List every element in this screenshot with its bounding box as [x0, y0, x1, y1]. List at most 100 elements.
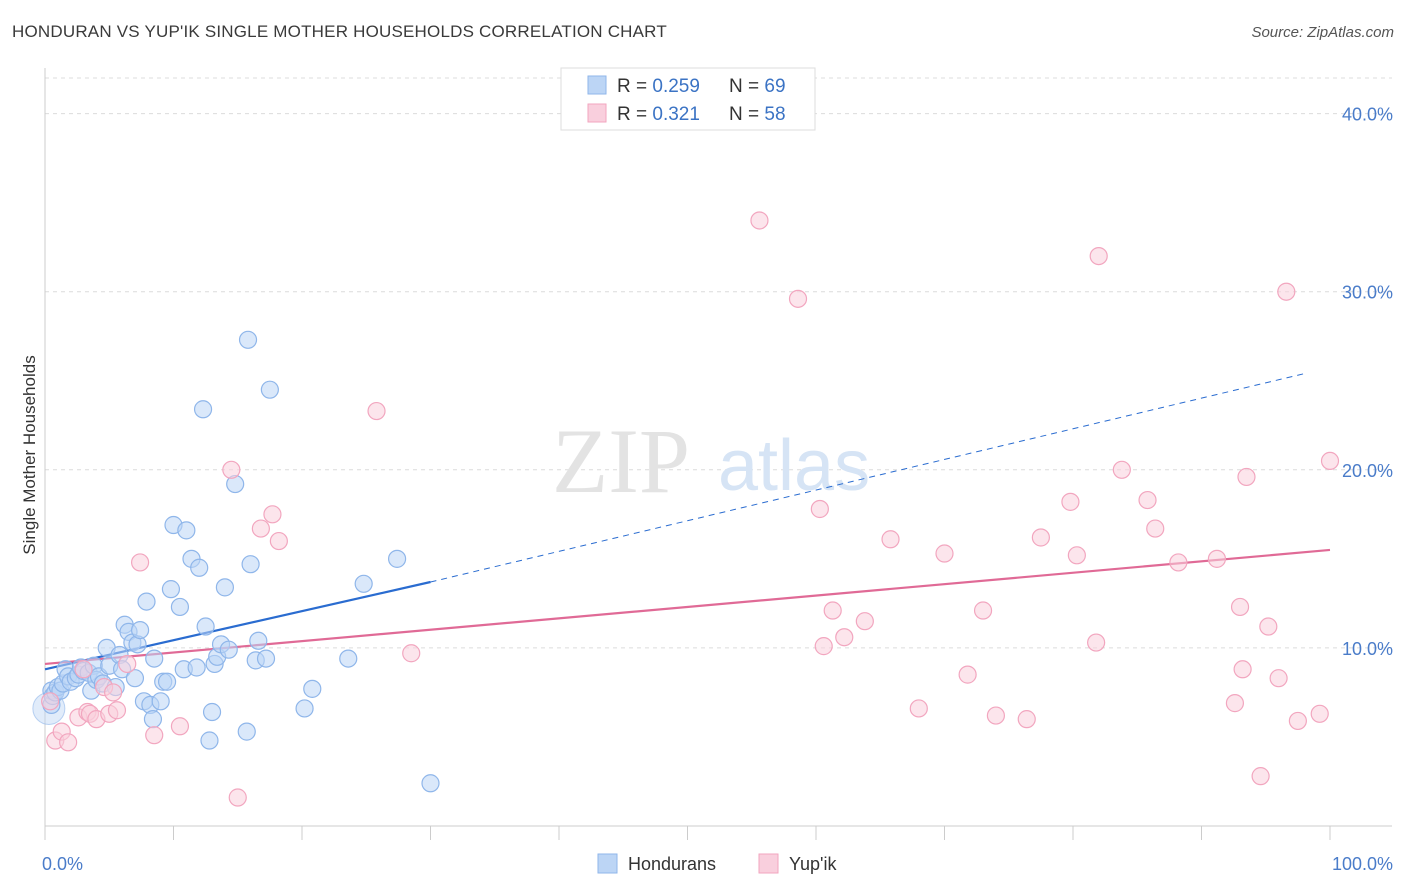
yupik-point-36 — [986, 706, 1006, 725]
yupik-point-13 — [118, 654, 137, 674]
yupik-point-19 — [251, 519, 270, 538]
yupik-point-17 — [222, 460, 241, 479]
yupik-point-47 — [1207, 549, 1227, 568]
hondurans-point-47 — [193, 400, 213, 419]
watermark-atlas: atlas — [718, 426, 870, 506]
hondurans-point-32 — [137, 592, 156, 611]
yupik-point-27 — [814, 637, 833, 656]
bottom-legend-swatch-hondurans — [597, 853, 618, 874]
y-tick-label-1: 20.0% — [1342, 461, 1393, 481]
yupik-point-30 — [855, 612, 874, 631]
yupik-point-58 — [1320, 451, 1340, 471]
yupik-point-46 — [1169, 553, 1188, 572]
yupik-point-11 — [104, 683, 123, 702]
hondurans-point-50 — [202, 702, 222, 722]
yupik-point-39 — [1061, 492, 1080, 511]
hondurans-point-34 — [143, 710, 163, 729]
yupik-point-53 — [1259, 617, 1278, 636]
yupik-point-51 — [1237, 467, 1256, 487]
hondurans-point-39 — [161, 580, 181, 599]
hondurans-point-63 — [260, 380, 279, 399]
hondurans-point-28 — [125, 669, 145, 688]
x-tick-label-0: 0.0% — [42, 854, 83, 874]
hondurans-trend-line — [44, 580, 431, 671]
yupik-point-5 — [74, 660, 93, 679]
hondurans-point-59 — [241, 555, 260, 574]
legend-n-value-2: 58 — [764, 104, 785, 125]
yupik-point-3 — [59, 733, 78, 752]
legend-r-label-1: R = — [617, 76, 652, 97]
hondurans-point-46 — [190, 558, 209, 577]
source-label: Source: ZipAtlas.com — [1251, 24, 1394, 41]
yupik-point-18 — [228, 788, 247, 807]
yupik-point-43 — [1112, 460, 1131, 479]
yupik-point-32 — [909, 699, 928, 718]
yupik-point-55 — [1277, 282, 1296, 301]
watermark-zip: ZIP — [552, 410, 690, 512]
yupik-point-12 — [107, 701, 127, 720]
legend-r-value-2: 0.321 — [652, 104, 700, 125]
hondurans-point-49 — [200, 731, 219, 750]
svg-text:N = 58: N = 58 — [729, 104, 786, 125]
bottom-legend: Hondurans Yup'ik — [597, 853, 837, 874]
legend-n-label-1: N = — [729, 76, 764, 97]
hondurans-point-61 — [249, 631, 268, 650]
legend-swatch-yupik — [587, 103, 607, 123]
y-tick-label-3: 40.0% — [1342, 105, 1393, 125]
yupik-point-34 — [958, 665, 977, 684]
yupik-point-33 — [935, 544, 954, 563]
yupik-point-16 — [170, 717, 190, 736]
hondurans-point-66 — [339, 649, 358, 668]
hondurans-point-68 — [387, 549, 407, 568]
x-tick-labels: 0.0% 100.0% — [42, 854, 1393, 874]
legend-r-label-2: R = — [617, 104, 652, 125]
yupik-point-48 — [1225, 694, 1245, 713]
yupik-point-31 — [881, 530, 900, 549]
yupik-point-21 — [269, 531, 288, 551]
yupik-point-23 — [402, 644, 421, 663]
yupik-point-44 — [1138, 490, 1157, 510]
yupik-point-29 — [835, 628, 854, 647]
yupik-point-25 — [788, 289, 808, 308]
hondurans-point-64 — [295, 699, 314, 718]
svg-text:R = 0.321: R = 0.321 — [617, 104, 700, 125]
legend-swatch-hondurans — [587, 75, 607, 95]
hondurans-trend-extension — [430, 373, 1305, 583]
yupik-point-42 — [1089, 246, 1108, 266]
yupik-point-28 — [823, 601, 842, 620]
legend-n-value-1: 69 — [764, 76, 785, 97]
yupik-point-26 — [810, 499, 829, 519]
yupik-point-45 — [1146, 519, 1165, 538]
hondurans-point-43 — [177, 521, 196, 540]
yupik-point-38 — [1031, 528, 1050, 547]
x-tick-label-1: 100.0% — [1332, 854, 1393, 874]
bottom-legend-swatch-yupik — [758, 853, 779, 874]
yupik-point-52 — [1251, 767, 1270, 786]
y-tick-labels: 10.0% 20.0% 30.0% 40.0% — [1342, 105, 1393, 659]
watermark: ZIP atlas — [552, 410, 870, 512]
yupik-point-54 — [1269, 669, 1288, 688]
hondurans-point-38 — [157, 672, 177, 691]
legend-r-value-1: 0.259 — [652, 76, 700, 97]
yupik-point-49 — [1233, 660, 1252, 679]
hondurans-point-65 — [303, 679, 322, 698]
hondurans-point-69 — [421, 774, 440, 793]
svg-text:N = 69: N = 69 — [729, 76, 786, 97]
data-points — [32, 211, 1340, 807]
yupik-point-35 — [973, 601, 993, 620]
legend-n-label-2: N = — [729, 104, 764, 125]
y-tick-label-0: 10.0% — [1342, 639, 1393, 659]
hondurans-point-54 — [215, 578, 234, 597]
bottom-legend-label-hondurans: Hondurans — [628, 854, 716, 874]
hondurans-point-48 — [196, 617, 215, 636]
hondurans-point-45 — [187, 658, 206, 677]
yupik-point-15 — [145, 726, 164, 745]
chart-title: HONDURAN VS YUP'IK SINGLE MOTHER HOUSEHO… — [12, 22, 667, 41]
yupik-point-20 — [263, 505, 282, 524]
yupik-point-14 — [130, 553, 150, 572]
yupik-point-41 — [1087, 633, 1106, 652]
hondurans-point-57 — [238, 330, 258, 349]
yupik-trend-line — [44, 548, 1331, 666]
legend: R = 0.259 N = 69 R = 0.321 N = 58 — [560, 67, 816, 131]
